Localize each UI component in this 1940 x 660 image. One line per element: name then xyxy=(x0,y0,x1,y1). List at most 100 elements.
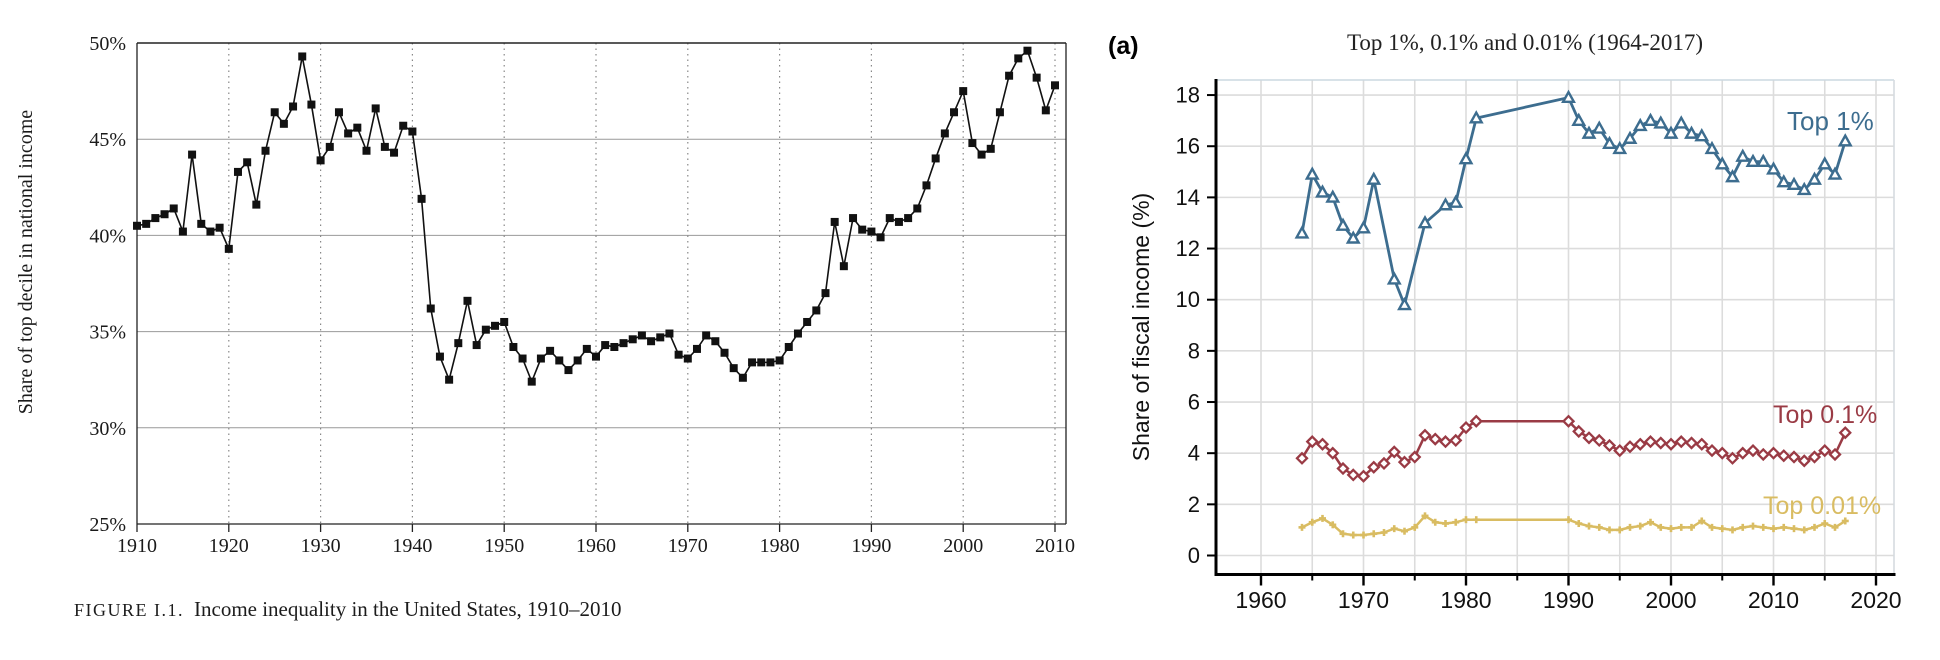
y-tick-label: 12 xyxy=(1176,236,1200,261)
data-marker-triangle xyxy=(1827,166,1843,180)
data-marker-square xyxy=(729,364,738,373)
series-label-top0_01: Top 0.01% xyxy=(1763,492,1882,520)
data-marker-square xyxy=(408,127,417,136)
data-marker-diamond xyxy=(1623,440,1637,454)
data-marker-triangle xyxy=(1796,181,1812,196)
data-marker-square xyxy=(500,317,509,326)
data-marker-square xyxy=(390,148,399,157)
data-marker-diamond xyxy=(1613,443,1627,458)
y-tick-label: 25% xyxy=(89,514,126,536)
data-marker-diamond xyxy=(1725,451,1740,465)
data-marker-square xyxy=(849,214,858,223)
data-marker-square xyxy=(950,108,959,117)
series-label-top1: Top 1% xyxy=(1787,106,1874,136)
data-marker-diamond xyxy=(1356,469,1371,483)
data-marker-square xyxy=(619,339,628,348)
data-marker-diamond xyxy=(1643,435,1658,449)
data-marker-triangle xyxy=(1612,140,1628,155)
data-marker-triangle xyxy=(1776,174,1792,188)
x-tick-label: 1910 xyxy=(117,535,157,557)
data-line-top-1- xyxy=(1300,96,1847,307)
data-marker-triangle xyxy=(1653,115,1669,129)
data-marker-square xyxy=(830,217,839,226)
data-marker-diamond xyxy=(1818,443,1832,458)
data-marker-diamond xyxy=(1397,455,1412,469)
y-tick-label: 16 xyxy=(1176,134,1200,159)
data-marker-square xyxy=(601,341,610,350)
y-tick-label: 35% xyxy=(89,322,126,344)
data-marker-square xyxy=(206,227,215,236)
data-marker-diamond xyxy=(1654,436,1668,450)
data-marker-square xyxy=(463,296,472,305)
data-marker-diamond xyxy=(1766,446,1781,460)
data-marker-triangle xyxy=(1468,110,1484,124)
panel-label: (a) xyxy=(1108,32,1139,60)
data-marker-square xyxy=(894,217,903,226)
data-marker-triangle xyxy=(1591,120,1607,134)
data-marker-square xyxy=(738,373,747,382)
data-marker-square xyxy=(142,219,151,228)
data-marker-square xyxy=(922,181,931,190)
data-marker-diamond xyxy=(1797,454,1811,468)
data-marker-diamond xyxy=(1408,450,1422,464)
data-marker-triangle xyxy=(1745,153,1761,167)
data-marker-square xyxy=(1014,54,1023,63)
data-marker-square xyxy=(380,142,389,151)
data-marker-diamond xyxy=(1807,450,1822,464)
data-marker-square xyxy=(977,150,986,159)
data-marker-square xyxy=(775,356,784,365)
x-tick-label: 1930 xyxy=(301,535,341,557)
data-marker-triangle xyxy=(1417,214,1433,229)
x-tick-label: 1960 xyxy=(1235,587,1286,613)
data-marker-square xyxy=(371,104,380,113)
data-marker-triangle xyxy=(1807,171,1822,185)
data-marker-square xyxy=(867,227,876,236)
data-marker-square xyxy=(647,337,656,346)
data-marker-square xyxy=(821,289,830,298)
data-marker-diamond xyxy=(1828,447,1842,462)
data-marker-square xyxy=(1023,46,1032,55)
x-tick-label: 1970 xyxy=(1338,587,1389,613)
data-marker-triangle xyxy=(1386,271,1402,285)
data-marker-triangle xyxy=(1714,156,1730,170)
data-marker-triangle xyxy=(1643,112,1658,127)
data-marker-square xyxy=(564,366,573,375)
x-tick-label: 1990 xyxy=(1543,587,1594,613)
figure-number-label: FIGURE I.1. xyxy=(74,600,184,620)
data-marker-square xyxy=(279,119,288,128)
data-marker-diamond xyxy=(1664,437,1678,451)
data-marker-square xyxy=(931,154,940,163)
data-marker-triangle xyxy=(1735,148,1751,162)
data-marker-diamond xyxy=(1582,431,1596,445)
left-figure-caption: FIGURE I.1. Income inequality in the Unit… xyxy=(74,597,622,622)
right-y-axis-title: Share of fiscal income (%) xyxy=(1128,192,1154,462)
y-tick-label: 40% xyxy=(89,225,126,247)
x-tick-label: 1980 xyxy=(760,535,800,557)
data-marker-triangle xyxy=(1694,128,1710,142)
data-marker-square xyxy=(839,262,848,271)
data-marker-triangle xyxy=(1632,117,1648,132)
data-marker-square xyxy=(344,129,353,138)
data-marker-square xyxy=(178,227,187,236)
data-marker-square xyxy=(637,331,646,340)
y-tick-label: 4 xyxy=(1188,441,1200,466)
y-tick-label: 14 xyxy=(1176,185,1200,210)
left-y-axis-title: Share of top decile in national income xyxy=(15,109,37,415)
data-marker-diamond xyxy=(1633,437,1647,451)
data-line-top-0-01- xyxy=(1301,514,1846,537)
data-marker-square xyxy=(316,156,325,165)
data-marker-diamond xyxy=(1346,468,1360,482)
data-marker-triangle xyxy=(1663,125,1679,139)
data-marker-square xyxy=(151,214,160,223)
x-tick-label: 1920 xyxy=(209,535,249,557)
data-marker-square xyxy=(399,121,408,130)
data-marker-square xyxy=(481,325,490,334)
data-marker-square xyxy=(133,221,141,230)
data-marker-triangle xyxy=(1817,156,1833,170)
x-tick-label: 1970 xyxy=(668,535,708,557)
data-marker-square xyxy=(711,337,720,346)
data-marker-diamond xyxy=(1305,435,1319,449)
data-marker-diamond xyxy=(1377,456,1391,471)
data-marker-triangle xyxy=(1837,133,1853,147)
data-marker-square xyxy=(536,354,545,363)
